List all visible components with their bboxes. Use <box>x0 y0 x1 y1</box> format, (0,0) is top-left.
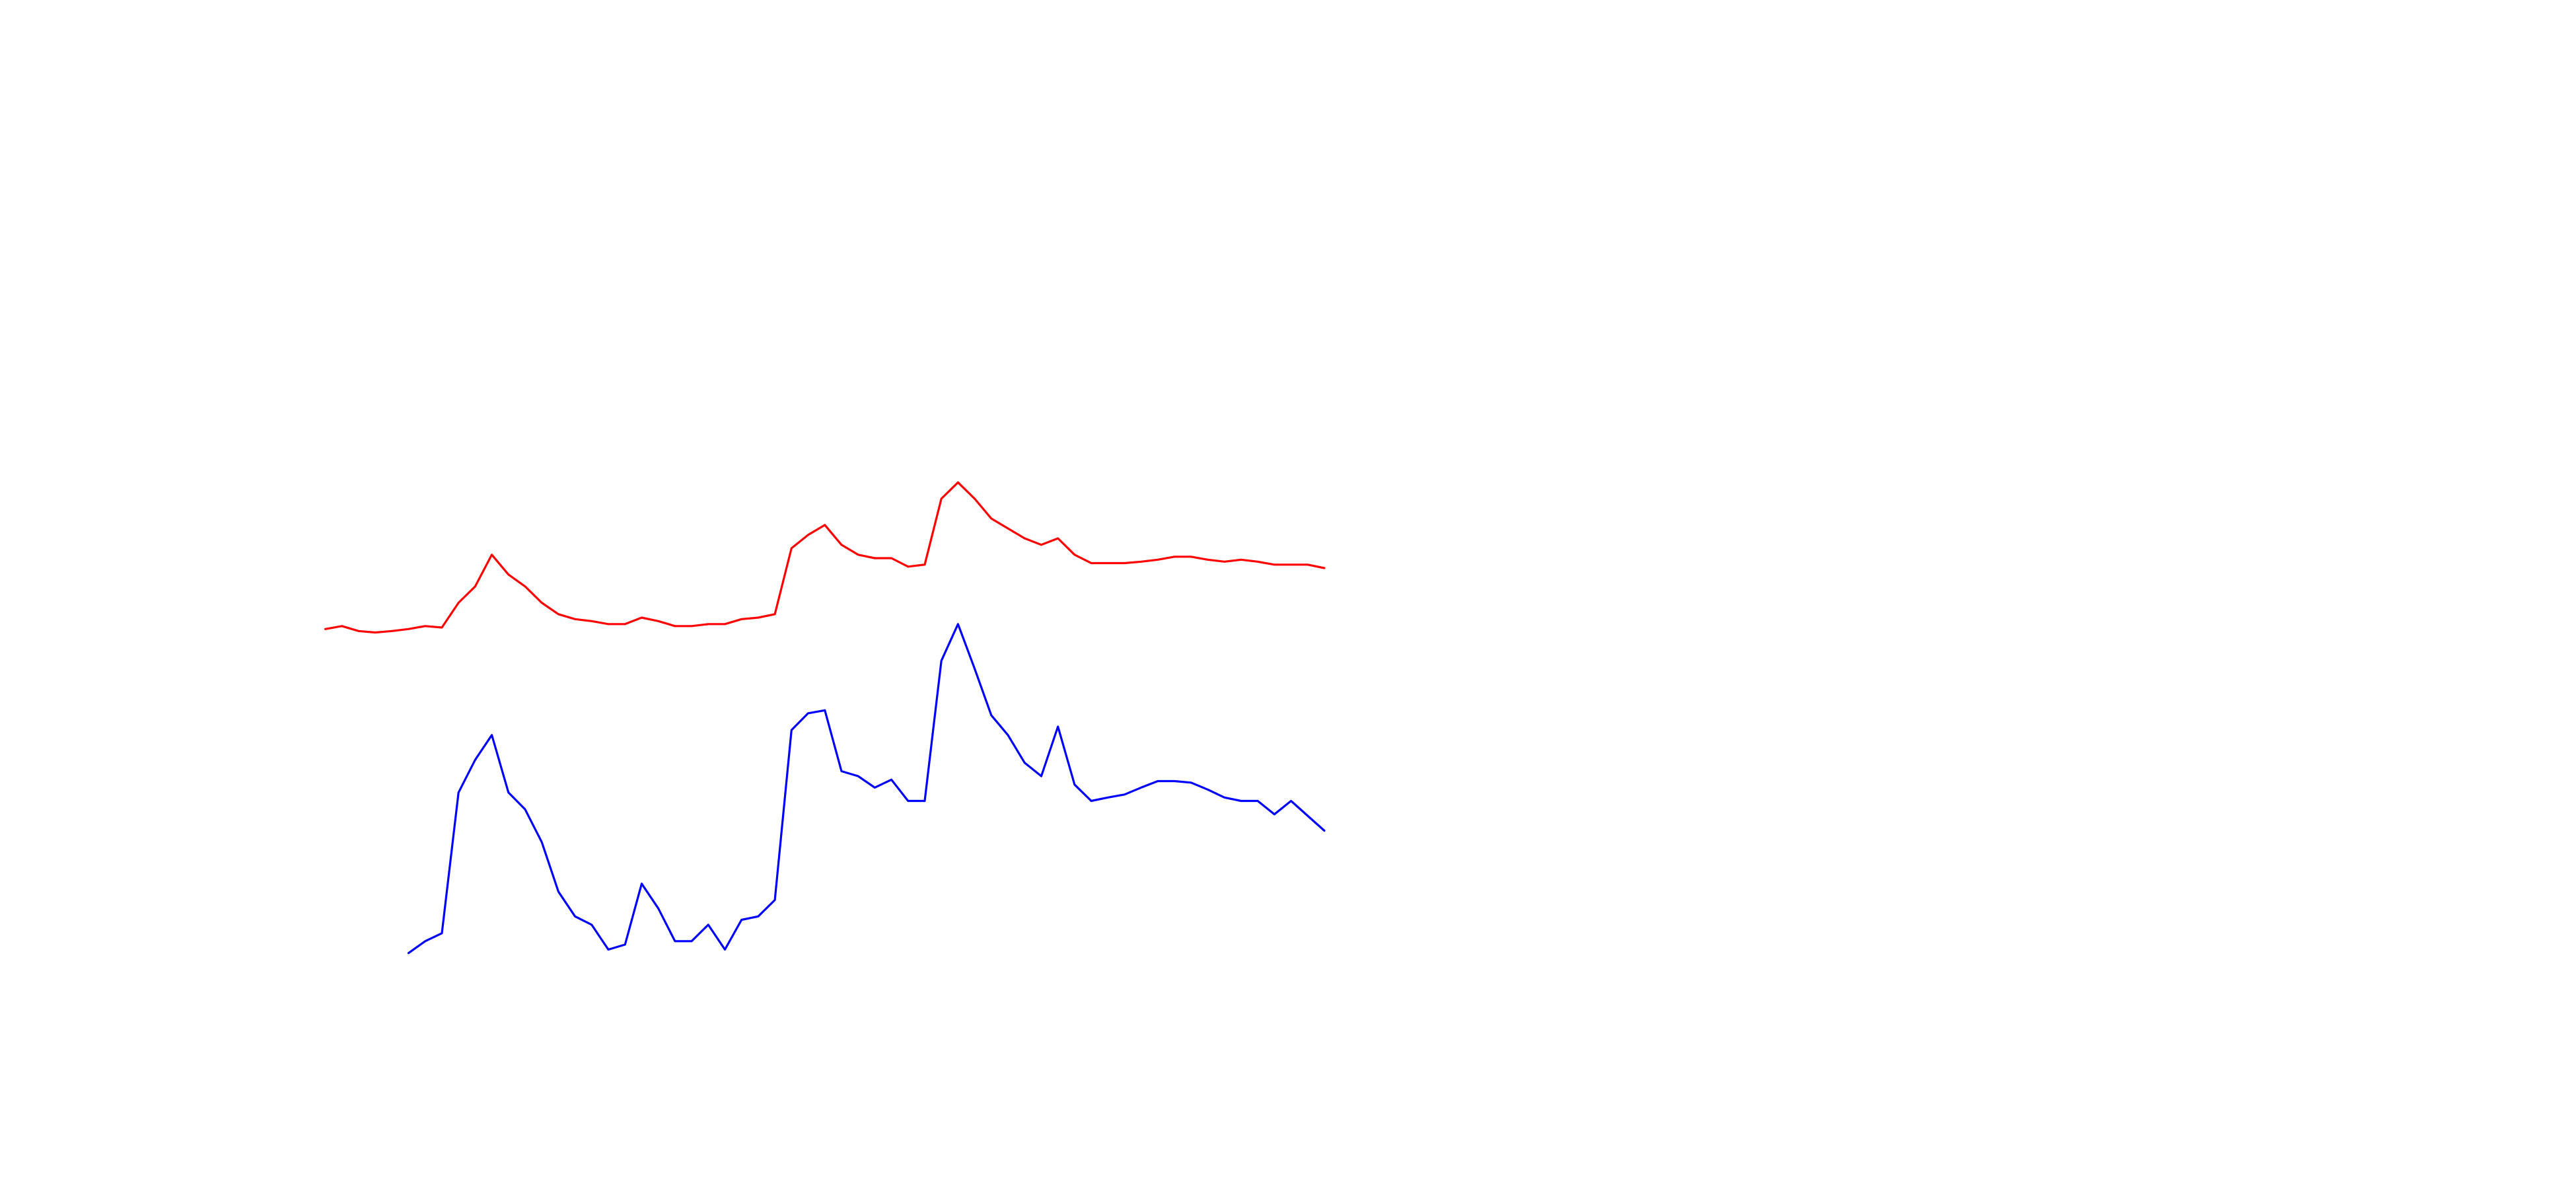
data-line <box>407 623 1326 955</box>
data-line <box>324 481 1326 634</box>
